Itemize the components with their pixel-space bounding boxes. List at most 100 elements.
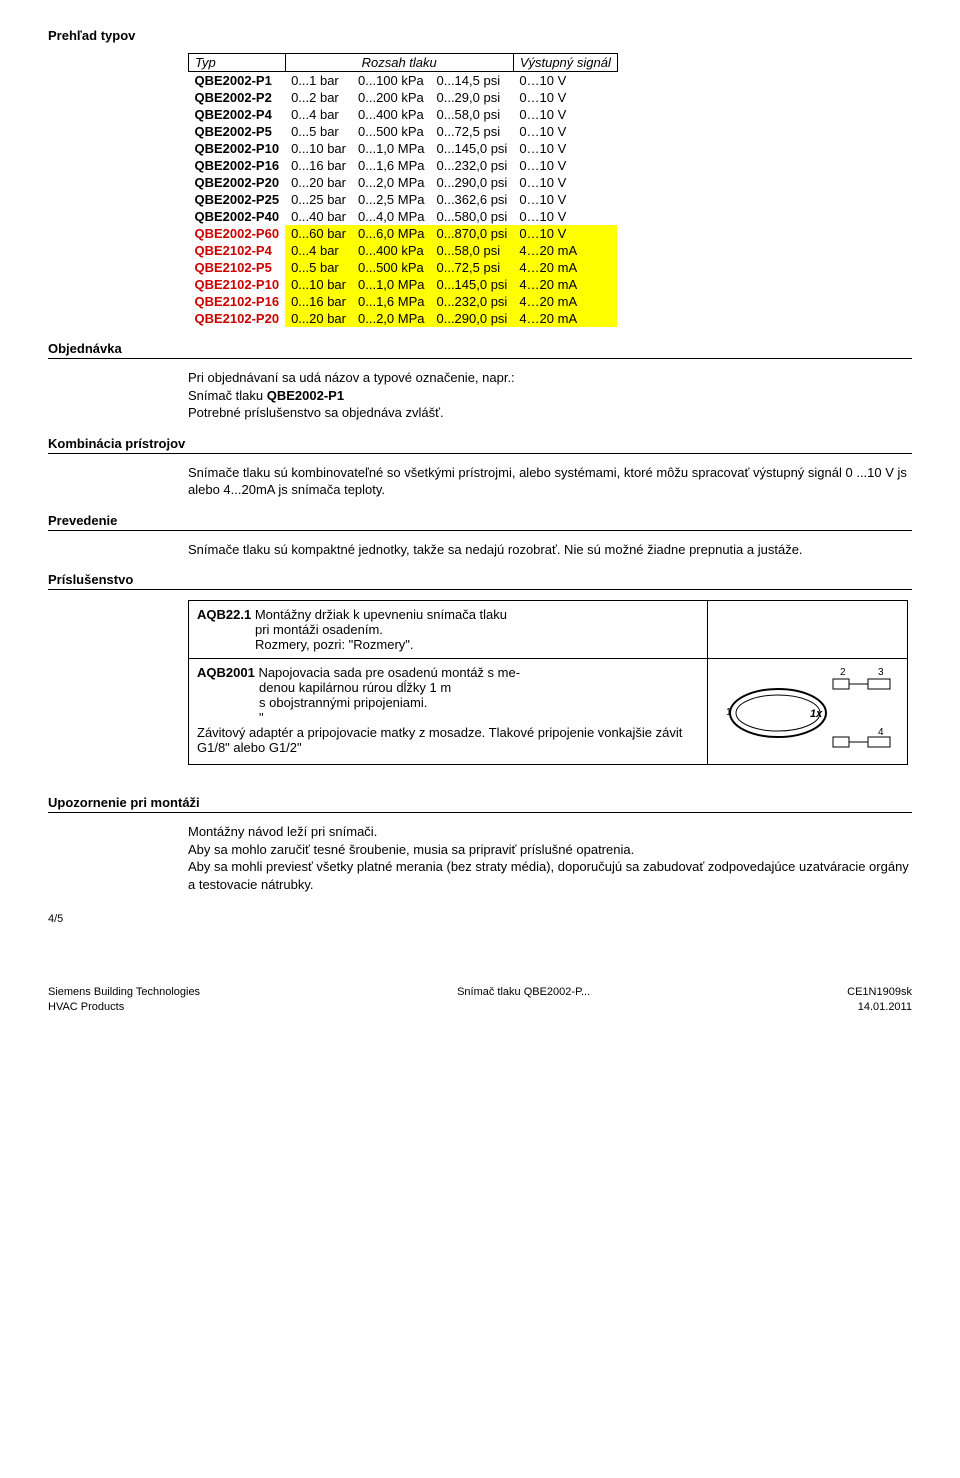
type-name-cell: QBE2002-P4 [189,106,286,123]
table-row: QBE2102-P200...20 bar0...2,0 MPa0...290,… [189,310,618,327]
table-row: QBE2102-P40...4 bar0...400 kPa0...58,0 p… [189,242,618,259]
order-line-1: Pri objednávaní sa udá názov a typové oz… [188,370,515,385]
value-cell: 0…10 V [513,225,617,242]
table-row: QBE2002-P50...5 bar0...500 kPa0...72,5 p… [189,123,618,140]
type-name-cell: QBE2102-P20 [189,310,286,327]
value-cell: 0…10 V [513,140,617,157]
type-name-cell: QBE2002-P20 [189,174,286,191]
value-cell: 4…20 mA [513,259,617,276]
section-title-types: Prehľad typov [48,28,912,43]
value-cell: 0...72,5 psi [430,123,513,140]
mount-l2: Aby sa mohlo zaručiť tesné šroubenie, mu… [188,842,634,857]
value-cell: 0...40 bar [285,208,352,225]
table-row: QBE2002-P10...1 bar0...100 kPa0...14,5 p… [189,72,618,90]
table-row: QBE2102-P50...5 bar0...500 kPa0...72,5 p… [189,259,618,276]
value-cell: 0...20 bar [285,174,352,191]
acc-row-1-text: AQB22.1 Montážny držiak k upevneniu sním… [189,601,708,659]
value-cell: 0…10 V [513,123,617,140]
type-name-cell: QBE2102-P4 [189,242,286,259]
value-cell: 0…10 V [513,174,617,191]
table-row: QBE2002-P40...4 bar0...400 kPa0...58,0 p… [189,106,618,123]
order-line-3: Potrebné príslušenstvo sa objednáva zvlá… [188,405,444,420]
acc-r2-l4: " [259,710,264,725]
value-cell: 4…20 mA [513,293,617,310]
section-title-order: Objednávka [48,341,912,359]
order-line-2b: QBE2002-P1 [267,388,344,403]
value-cell: 0...2,0 MPa [352,174,430,191]
value-cell: 4…20 mA [513,276,617,293]
value-cell: 0...5 bar [285,259,352,276]
capillary-diagram-icon: 2 3 1 1x 4 [718,665,898,755]
table-row: QBE2002-P20...2 bar0...200 kPa0...29,0 p… [189,89,618,106]
value-cell: 0…10 V [513,191,617,208]
value-cell: 0...2,5 MPa [352,191,430,208]
value-cell: 0...4,0 MPa [352,208,430,225]
value-cell: 0...58,0 psi [430,106,513,123]
value-cell: 0...870,0 psi [430,225,513,242]
value-cell: 0...2,0 MPa [352,310,430,327]
accessories-table: AQB22.1 Montážny držiak k upevneniu sním… [188,600,908,765]
value-cell: 0...4 bar [285,242,352,259]
order-line-2a: Snímač tlaku [188,388,267,403]
footer: Siemens Building Technologies HVAC Produ… [48,985,912,1014]
value-cell: 0…10 V [513,72,617,90]
value-cell: 0...1,0 MPa [352,276,430,293]
value-cell: 0...145,0 psi [430,276,513,293]
value-cell: 0...500 kPa [352,123,430,140]
value-cell: 0...25 bar [285,191,352,208]
value-cell: 0...100 kPa [352,72,430,90]
value-cell: 0...5 bar [285,123,352,140]
value-cell: 0...1 bar [285,72,352,90]
table-row: QBE2002-P160...16 bar0...1,6 MPa0...232,… [189,157,618,174]
svg-text:1: 1 [726,707,732,718]
types-table: Typ Rozsah tlaku Výstupný signál QBE2002… [188,53,618,327]
value-cell: 0...58,0 psi [430,242,513,259]
type-name-cell: QBE2002-P2 [189,89,286,106]
value-cell: 0…10 V [513,208,617,225]
acc-row-1-image [708,601,908,659]
value-cell: 0...500 kPa [352,259,430,276]
value-cell: 0…10 V [513,157,617,174]
footer-right-2: 14.01.2011 [858,1001,912,1013]
value-cell: 0...1,6 MPa [352,293,430,310]
value-cell: 0...290,0 psi [430,310,513,327]
value-cell: 0…10 V [513,106,617,123]
acc-r2-p2: Závitový adaptér a pripojovacie matky z … [197,725,682,755]
section-title-mount: Upozornenie pri montáži [48,795,912,813]
type-name-cell: QBE2002-P10 [189,140,286,157]
acc-r1-l2: pri montáži osadením. [255,622,383,637]
type-name-cell: QBE2002-P40 [189,208,286,225]
value-cell: 0...200 kPa [352,89,430,106]
value-cell: 0...1,0 MPa [352,140,430,157]
acc-r1-l3: Rozmery, pozri: "Rozmery". [255,637,414,652]
svg-text:4: 4 [878,727,884,738]
acc-r1-l1: Montážny držiak k upevneniu snímača tlak… [255,607,507,622]
value-cell: 0…10 V [513,89,617,106]
value-cell: 0...232,0 psi [430,157,513,174]
footer-left-2: HVAC Products [48,1001,124,1013]
section-title-combo: Kombinácia prístrojov [48,436,912,454]
value-cell: 0...10 bar [285,140,352,157]
th-range: Rozsah tlaku [285,54,513,72]
value-cell: 0...72,5 psi [430,259,513,276]
order-text: Pri objednávaní sa udá názov a typové oz… [188,369,912,422]
value-cell: 0...400 kPa [352,242,430,259]
value-cell: 0...60 bar [285,225,352,242]
exec-text: Snímače tlaku sú kompaktné jednotky, tak… [188,541,912,559]
table-row: QBE2102-P100...10 bar0...1,0 MPa0...145,… [189,276,618,293]
value-cell: 0...400 kPa [352,106,430,123]
type-name-cell: QBE2102-P5 [189,259,286,276]
svg-text:1x: 1x [810,708,823,720]
table-row: QBE2002-P200...20 bar0...2,0 MPa0...290,… [189,174,618,191]
footer-left-1: Siemens Building Technologies [48,986,200,998]
combo-text: Snímače tlaku sú kombinovateľné so všetk… [188,464,912,499]
value-cell: 0...580,0 psi [430,208,513,225]
acc-r2-label: AQB2001 [197,665,255,680]
mount-text: Montážny návod leží pri snímači. Aby sa … [188,823,912,893]
acc-r2-l2: denou kapilárnou rúrou dĺžky 1 m [259,680,451,695]
th-type: Typ [189,54,286,72]
acc-r1-label: AQB22.1 [197,607,251,622]
table-row: QBE2002-P100...10 bar0...1,0 MPa0...145,… [189,140,618,157]
footer-center: Snímač tlaku QBE2002-P... [457,986,590,998]
acc-row-2-image: 2 3 1 1x 4 [708,659,908,765]
